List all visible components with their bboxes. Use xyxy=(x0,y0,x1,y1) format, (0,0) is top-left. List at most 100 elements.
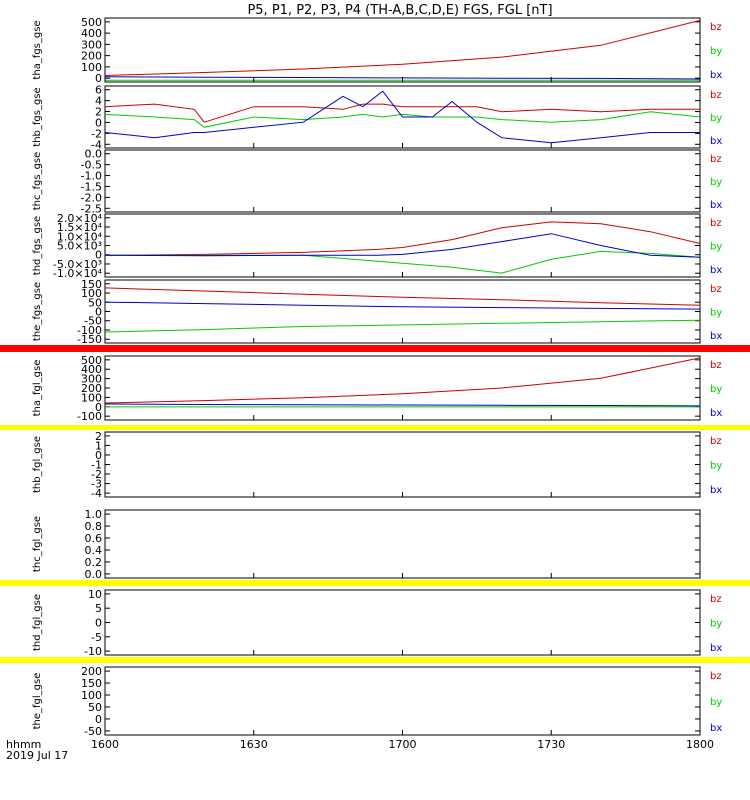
panel-thc_fgl_gse: 0.00.20.40.60.81.0 thc_fgl_gse xyxy=(32,508,701,581)
y-axis-label: thb_fgs_gse xyxy=(32,87,43,146)
y-tick-label: 400 xyxy=(81,363,102,376)
series-by xyxy=(104,111,701,128)
panel-frame xyxy=(104,149,701,213)
y-axis-label: thd_fgl_gse xyxy=(32,594,43,651)
y-tick-label: -2.5 xyxy=(81,202,102,215)
y-tick-label: 5.0×10³ xyxy=(57,240,102,253)
y-tick-label: -2 xyxy=(91,127,102,140)
y-axis-label: thb_fgl_gse xyxy=(32,436,43,493)
legend-bz: bz xyxy=(710,594,722,605)
y-tick-label: 0.2 xyxy=(85,556,103,569)
y-axis-label: thc_fgl_gse xyxy=(32,516,43,572)
y-tick-label: 0 xyxy=(95,306,102,319)
panel-frame xyxy=(104,666,701,736)
x-tick-label: 1800 xyxy=(686,738,714,751)
y-axis-label: thd_fgs_gse xyxy=(32,216,43,275)
y-tick-label: 6 xyxy=(95,84,102,97)
y-tick-label: -5.0×10³ xyxy=(53,258,102,271)
legend-by: by xyxy=(710,308,722,319)
series-bx xyxy=(104,90,700,144)
y-axis-label: tha_fgs_gse xyxy=(32,20,43,79)
y-tick-label: 100 xyxy=(81,61,102,74)
legend-by: by xyxy=(710,46,722,57)
y-tick-label: 10 xyxy=(88,588,102,601)
series-bx xyxy=(104,403,701,407)
yellow-quality-band-3 xyxy=(0,657,750,663)
legend-bx: bx xyxy=(710,200,722,211)
y-tick-label: 500 xyxy=(81,354,102,367)
y-tick-label: -4 xyxy=(91,138,102,151)
y-tick-label: 150 xyxy=(81,278,102,291)
y-tick-label: 50 xyxy=(88,296,102,309)
y-tick-label: 0 xyxy=(95,249,102,262)
legend-by: by xyxy=(710,113,722,124)
y-tick-label: -50 xyxy=(84,725,102,738)
y-tick-label: 500 xyxy=(81,16,102,29)
y-tick-label: 0 xyxy=(95,713,102,726)
plot-title: P5, P1, P2, P3, P4 (TH-A,B,C,D,E) FGS, F… xyxy=(247,3,552,18)
y-tick-label: 100 xyxy=(81,391,102,404)
panel-frame xyxy=(104,431,701,498)
legend-bz: bz xyxy=(710,284,722,295)
x-tick-label: 1700 xyxy=(389,738,417,751)
y-tick-label: -150 xyxy=(77,333,102,346)
y-tick-label: 0.0 xyxy=(85,568,103,581)
y-tick-label: -1.5 xyxy=(81,180,102,193)
y-tick-label: 150 xyxy=(81,677,102,690)
y-tick-label: -2 xyxy=(91,468,102,481)
y-tick-label: 1 xyxy=(95,439,102,452)
series-bz xyxy=(104,357,701,404)
panel-frame xyxy=(104,213,701,278)
legend-bx: bx xyxy=(710,723,722,734)
quality-flag-bands xyxy=(0,345,750,663)
series-bx xyxy=(104,301,701,310)
y-tick-label: 0 xyxy=(95,449,102,462)
y-tick-label: -3 xyxy=(91,478,102,491)
y-tick-label: -100 xyxy=(77,410,102,423)
y-tick-label: 0.8 xyxy=(85,520,103,533)
y-tick-label: 0.6 xyxy=(85,532,103,545)
legend-by: by xyxy=(710,619,722,630)
series-bz xyxy=(104,221,701,256)
y-tick-label: 2.0×10⁴ xyxy=(57,212,103,225)
y-tick-label: -5 xyxy=(91,631,102,644)
y-tick-label: 5 xyxy=(95,602,102,615)
y-axis-label: the_fgs_gse xyxy=(32,282,43,341)
legend-bz: bz xyxy=(710,436,722,447)
y-tick-label: 2 xyxy=(95,430,102,443)
y-tick-label: 200 xyxy=(81,382,102,395)
panel-thc_fgs_gse: -2.5-2.0-1.5-1.0-0.50.0 thc_fgs_gse bz by bx xyxy=(32,148,722,216)
y-tick-label: 0 xyxy=(95,72,102,85)
panel-frame xyxy=(104,509,701,579)
series-by xyxy=(104,319,701,333)
y-tick-label: 50 xyxy=(88,701,102,714)
yellow-quality-band-1 xyxy=(0,425,750,430)
series-bx xyxy=(104,233,701,258)
y-tick-label: -2.0 xyxy=(81,191,102,204)
series-bz xyxy=(104,287,701,306)
legend-bx: bx xyxy=(710,408,722,419)
legend-bx: bx xyxy=(710,265,722,276)
legend-bz: bz xyxy=(710,90,722,101)
x-tick-label: 1600 xyxy=(91,738,119,751)
legend-bx: bx xyxy=(710,331,722,342)
y-tick-label: -1.0×10⁴ xyxy=(53,267,103,280)
y-tick-label: 200 xyxy=(81,665,102,678)
time-axis: hhmm 2019 Jul 17 1600 1630 1700 1730 1800 xyxy=(6,738,714,762)
x-tick-label: 1730 xyxy=(537,738,565,751)
panel-thd_fgl_gse: -10-50 510 thd_fgl_gse bz by bx xyxy=(32,588,722,658)
y-tick-label: 0 xyxy=(95,617,102,630)
panel-frame xyxy=(104,279,701,344)
legend-by: by xyxy=(710,461,722,472)
panel-frame xyxy=(104,355,701,421)
y-tick-label: 200 xyxy=(81,50,102,63)
y-tick-label: 1.5×10⁴ xyxy=(57,221,103,234)
legend-bx: bx xyxy=(710,485,722,496)
y-tick-label: -1.0 xyxy=(81,170,102,183)
y-axis-label: the_fgl_gse xyxy=(32,673,43,730)
